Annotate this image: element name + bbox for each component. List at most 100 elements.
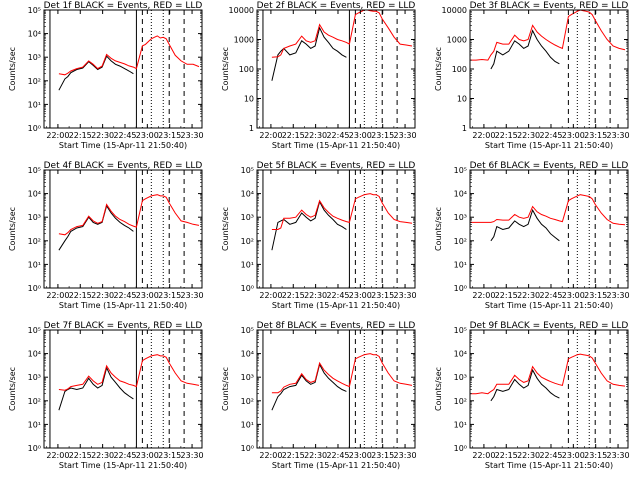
x-tick-label: 22:15	[69, 131, 92, 140]
y-tick-label: 10⁵	[454, 166, 467, 175]
x-tick-label: 23:00	[349, 291, 372, 300]
y-tick-label: 10³	[241, 213, 254, 222]
detector-panel-8: Det 8f BLACK = Events, RED = LLD 10⁰ 10¹ 10…	[213, 320, 426, 480]
x-tick-label: 23:30	[607, 291, 630, 300]
x-axis-label: Start Time (15-Apr-11 21:50:40)	[59, 301, 187, 310]
events-series-line	[490, 368, 560, 402]
y-tick-label: 10²	[454, 237, 467, 246]
x-tick-label: 22:45	[113, 451, 136, 460]
y-tick-label: 10²	[28, 77, 41, 86]
detector-chart-svg: Det 6f BLACK = Events, RED = LLD 10⁰ 10¹ 10…	[434, 161, 630, 310]
y-tick-label: 10⁵	[454, 326, 467, 335]
y-tick-label: 1	[462, 124, 467, 133]
y-tick-label: 10⁰	[241, 444, 254, 453]
x-tick-label: 23:15	[158, 451, 181, 460]
x-tick-label: 23:15	[371, 451, 394, 460]
x-axis-label: Start Time (15-Apr-11 21:50:40)	[59, 141, 187, 150]
plot-frame	[256, 329, 416, 449]
y-tick-label: 10¹	[454, 260, 467, 269]
panel-title: Det 5f BLACK = Events, RED = LLD	[257, 161, 416, 171]
x-tick-label: 23:30	[181, 451, 204, 460]
plot-frame	[469, 169, 629, 289]
x-tick-label: 23:15	[584, 291, 607, 300]
x-tick-label: 22:30	[91, 131, 114, 140]
y-tick-label: 10000	[442, 6, 467, 15]
events-series-line	[58, 204, 134, 251]
y-tick-label: 10³	[241, 373, 254, 382]
y-tick-label: 10¹	[28, 100, 41, 109]
x-tick-label: 22:45	[113, 131, 136, 140]
x-tick-label: 23:15	[158, 131, 181, 140]
lld-series-line	[58, 354, 200, 391]
x-tick-label: 23:00	[136, 131, 159, 140]
plot-frame	[43, 169, 203, 289]
detector-panel-5: Det 5f BLACK = Events, RED = LLD 10⁰ 10¹ 10…	[213, 160, 426, 320]
x-tick-label: 22:00	[472, 131, 495, 140]
detector-panel-6: Det 6f BLACK = Events, RED = LLD 10⁰ 10¹ 10…	[426, 160, 639, 320]
events-series-line	[490, 208, 560, 242]
y-tick-label: 10⁰	[454, 444, 467, 453]
detector-chart-svg: Det 4f BLACK = Events, RED = LLD 10⁰ 10¹ 10…	[8, 161, 204, 310]
x-tick-label: 22:45	[539, 131, 562, 140]
x-tick-label: 22:00	[259, 291, 282, 300]
x-tick-label: 22:15	[495, 451, 518, 460]
x-tick-label: 23:30	[394, 451, 417, 460]
y-tick-label: 10⁰	[28, 124, 41, 133]
detector-chart-svg: Det 5f BLACK = Events, RED = LLD 10⁰ 10¹ 10…	[221, 161, 417, 310]
detector-panel-9: Det 9f BLACK = Events, RED = LLD 10⁰ 10¹ 10…	[426, 320, 639, 480]
events-series-line	[490, 29, 560, 70]
x-axis-label: Start Time (15-Apr-11 21:50:40)	[485, 301, 613, 310]
x-tick-label: 22:15	[69, 451, 92, 460]
y-tick-label: 10³	[28, 373, 41, 382]
x-tick-label: 23:00	[562, 451, 585, 460]
x-axis-label: Start Time (15-Apr-11 21:50:40)	[272, 141, 400, 150]
x-axis-label: Start Time (15-Apr-11 21:50:40)	[485, 461, 613, 470]
y-tick-label: 10²	[241, 237, 254, 246]
x-tick-label: 23:15	[584, 451, 607, 460]
lld-series-line	[470, 10, 626, 61]
plot-frame	[43, 329, 203, 449]
lld-series-line	[58, 194, 200, 236]
x-tick-label: 22:15	[282, 131, 305, 140]
x-tick-label: 23:15	[584, 131, 607, 140]
panel-title: Det 3f BLACK = Events, RED = LLD	[470, 1, 629, 11]
panel-title: Det 9f BLACK = Events, RED = LLD	[470, 321, 629, 331]
detector-panel-1: Det 1f BLACK = Events, RED = LLD 10⁰ 10¹ 10…	[0, 0, 213, 160]
x-tick-label: 22:00	[46, 451, 69, 460]
x-tick-label: 22:30	[91, 291, 114, 300]
x-tick-label: 23:15	[371, 131, 394, 140]
y-tick-label: 1000	[447, 36, 467, 45]
panel-title: Det 2f BLACK = Events, RED = LLD	[257, 1, 416, 11]
x-tick-label: 23:30	[607, 131, 630, 140]
x-tick-label: 22:15	[495, 131, 518, 140]
events-series-line	[271, 200, 347, 251]
x-axis-label: Start Time (15-Apr-11 21:50:40)	[59, 461, 187, 470]
x-tick-label: 22:15	[282, 291, 305, 300]
x-tick-label: 22:45	[539, 451, 562, 460]
y-tick-label: 10⁰	[454, 284, 467, 293]
x-tick-label: 22:30	[517, 131, 540, 140]
panel-title: Det 7f BLACK = Events, RED = LLD	[44, 321, 203, 331]
y-tick-label: 10¹	[28, 260, 41, 269]
x-tick-label: 23:30	[394, 131, 417, 140]
events-series-line	[58, 55, 134, 91]
y-tick-label: 10⁴	[454, 350, 467, 359]
x-tick-label: 23:30	[181, 131, 204, 140]
plot-frame	[469, 329, 629, 449]
x-tick-label: 23:30	[181, 291, 204, 300]
y-tick-label: 100	[452, 65, 467, 74]
panel-title: Det 8f BLACK = Events, RED = LLD	[257, 321, 416, 331]
x-tick-label: 23:15	[158, 291, 181, 300]
detector-chart-svg: Det 3f BLACK = Events, RED = LLD 1 10 100 10…	[434, 1, 630, 150]
y-axis-label: Counts/sec	[221, 367, 230, 411]
y-tick-label: 10⁰	[28, 284, 41, 293]
detector-chart-svg: Det 1f BLACK = Events, RED = LLD 10⁰ 10¹ 10…	[8, 1, 204, 150]
x-tick-label: 23:00	[562, 291, 585, 300]
y-tick-label: 10⁴	[28, 190, 41, 199]
y-tick-label: 10⁴	[454, 190, 467, 199]
y-tick-label: 10²	[28, 237, 41, 246]
y-axis-label: Counts/sec	[434, 207, 443, 251]
y-tick-label: 10	[457, 95, 467, 104]
panel-title: Det 1f BLACK = Events, RED = LLD	[44, 1, 203, 11]
